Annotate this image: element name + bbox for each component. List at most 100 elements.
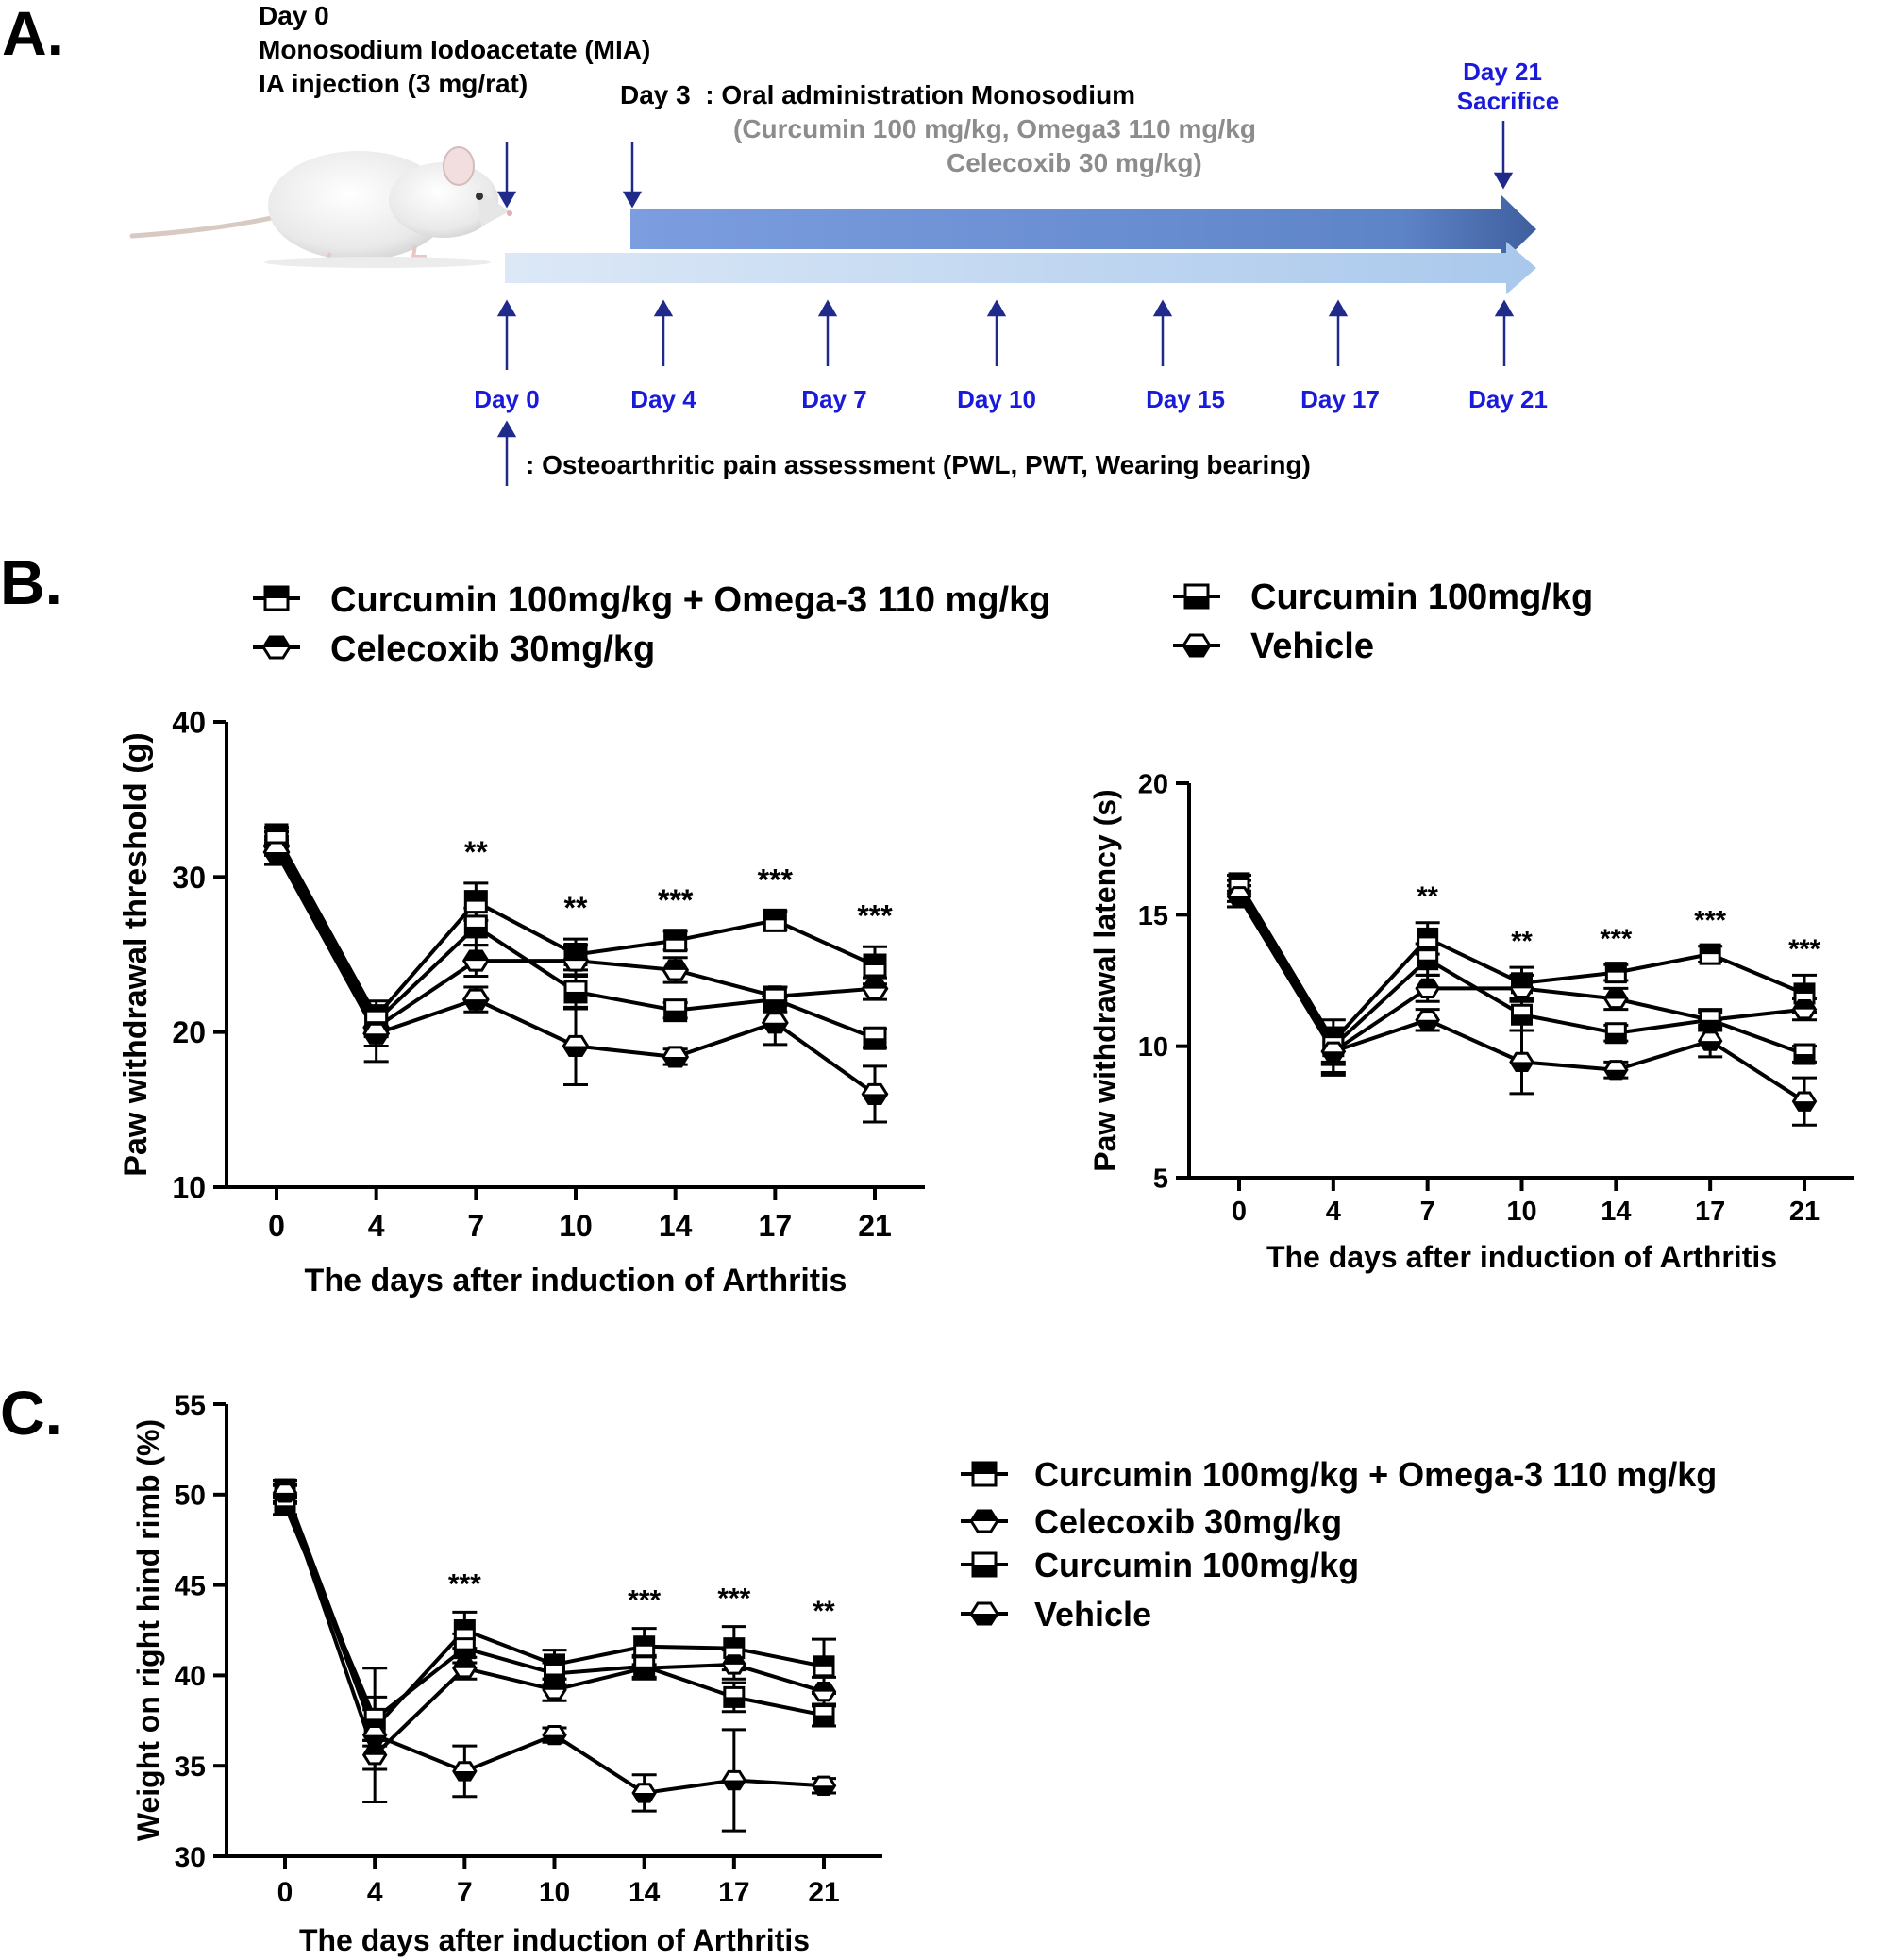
marker-fill (814, 1715, 833, 1725)
marker-fill (663, 960, 688, 970)
marker-fill (365, 1718, 385, 1729)
y-axis-label: Paw withdrawal threshold (g) (118, 732, 154, 1176)
marker-fill (465, 891, 487, 902)
data-point (1509, 978, 1534, 999)
significance-label: *** (628, 1585, 661, 1617)
legend-item: Vehicle (961, 1595, 1151, 1633)
marker-fill (971, 1510, 998, 1521)
data-point (1699, 1009, 1721, 1031)
x-tick-label: 14 (1601, 1197, 1631, 1227)
data-point (1603, 988, 1629, 1010)
legend-item: Vehicle (1173, 627, 1374, 666)
data-point (861, 1082, 889, 1105)
legend-label: Curcumin 100mg/kg + Omega-3 110 mg/kg (1034, 1455, 1717, 1494)
marker-fill (563, 1046, 588, 1056)
marker-fill (545, 1654, 564, 1665)
marker-fill (455, 1648, 475, 1658)
marker-fill (864, 955, 885, 966)
legend-label: Celecoxib 30mg/kg (1034, 1502, 1342, 1541)
data-point (633, 1655, 656, 1678)
pwl-chart: 5 10 15 20 0 4 7 10 14 17 21 The days after inducti… (1088, 769, 1854, 1274)
data-point (1509, 1051, 1534, 1073)
x-tick-label: 4 (368, 1209, 385, 1243)
data-point (813, 1655, 835, 1678)
marker-fill (1701, 1019, 1720, 1030)
data-point (452, 1658, 478, 1679)
panel-a-label: A. (2, 0, 64, 68)
marker-fill (1511, 1062, 1533, 1071)
marker-fill (763, 1022, 787, 1032)
data-point (1415, 1010, 1440, 1030)
data-point (663, 998, 688, 1023)
data-point (461, 988, 490, 1011)
data-point (1699, 943, 1721, 965)
data-point (361, 1724, 388, 1746)
marker-fill (1606, 1032, 1626, 1043)
marker-fill (973, 1565, 996, 1576)
marker-fill (453, 1770, 476, 1781)
marker-fill (813, 1683, 835, 1692)
marker-fill (764, 999, 786, 1011)
data-point (1511, 1003, 1533, 1026)
legend-item: Curcumin 100mg/kg + Omega-3 110 mg/kg (253, 580, 1050, 620)
x-axis-label: The days after induction of Arthritis (299, 1923, 810, 1957)
marker-fill (724, 1697, 744, 1707)
x-tick-label: 10 (539, 1877, 570, 1908)
x-tick-label: 10 (559, 1209, 593, 1243)
marker-fill (863, 1094, 887, 1104)
data-point (811, 1775, 837, 1796)
marker-fill (1795, 983, 1814, 994)
marker-fill (265, 587, 288, 598)
timepoint-label: Day 7 (801, 385, 866, 413)
legend-marker-shape (1182, 633, 1212, 658)
marker-fill (1183, 645, 1210, 657)
marker-fill (1701, 945, 1720, 955)
marker-fill (633, 1792, 656, 1802)
sacrifice-day: Day 21 (1463, 58, 1542, 86)
timepoint-label: Day 21 (1468, 385, 1548, 413)
y-tick-label: 35 (175, 1751, 206, 1783)
up-arrows (496, 299, 1515, 486)
panel-b-label: B. (0, 547, 62, 617)
y-tick-label: 55 (175, 1390, 206, 1421)
data-point (813, 1704, 835, 1727)
significance-label: *** (448, 1568, 481, 1600)
legend-marker (971, 1461, 998, 1487)
data-point (811, 1681, 837, 1702)
significance-label: *** (717, 1583, 750, 1615)
marker-fill (724, 1638, 744, 1649)
x-axis-label: The days after induction of Arthritis (1266, 1240, 1777, 1274)
data-point (662, 1046, 690, 1068)
significance-label: *** (1788, 934, 1821, 964)
data-point (662, 959, 690, 981)
y-tick-label: 40 (172, 706, 206, 740)
marker-fill (463, 999, 488, 1010)
x-tick-label: 17 (718, 1877, 749, 1908)
y-tick-label: 40 (175, 1661, 206, 1692)
significance-label: *** (658, 883, 694, 917)
legend-item: Celecoxib 30mg/kg (253, 629, 655, 669)
timepoint-label: Day 4 (630, 385, 696, 413)
x-tick-label: 7 (467, 1209, 484, 1243)
data-point (562, 1034, 590, 1058)
data-point (562, 949, 590, 972)
data-point (1417, 927, 1439, 949)
injection-agent: Monosodium Iodoacetate (MIA) (259, 35, 650, 64)
significance-label: ** (813, 1596, 835, 1627)
marker-fill (363, 1734, 386, 1744)
legend-item: Celecoxib 30mg/kg (961, 1502, 1342, 1541)
marker-fill (1699, 1041, 1721, 1050)
x-tick-label: 7 (1420, 1197, 1435, 1227)
significance-label: ** (1417, 882, 1438, 913)
legend-marker-shape (1183, 583, 1210, 610)
legend-marker (969, 1601, 999, 1626)
legend-marker-shape (969, 1601, 999, 1626)
marker-fill (1793, 1000, 1816, 1010)
significance-label: ** (464, 835, 488, 869)
significance-label: *** (758, 863, 794, 896)
legend-label: Celecoxib 30mg/kg (330, 629, 655, 669)
data-point (1226, 886, 1252, 907)
marker-fill (565, 991, 586, 1002)
legend-marker (969, 1509, 999, 1533)
marker-fill (664, 930, 686, 941)
